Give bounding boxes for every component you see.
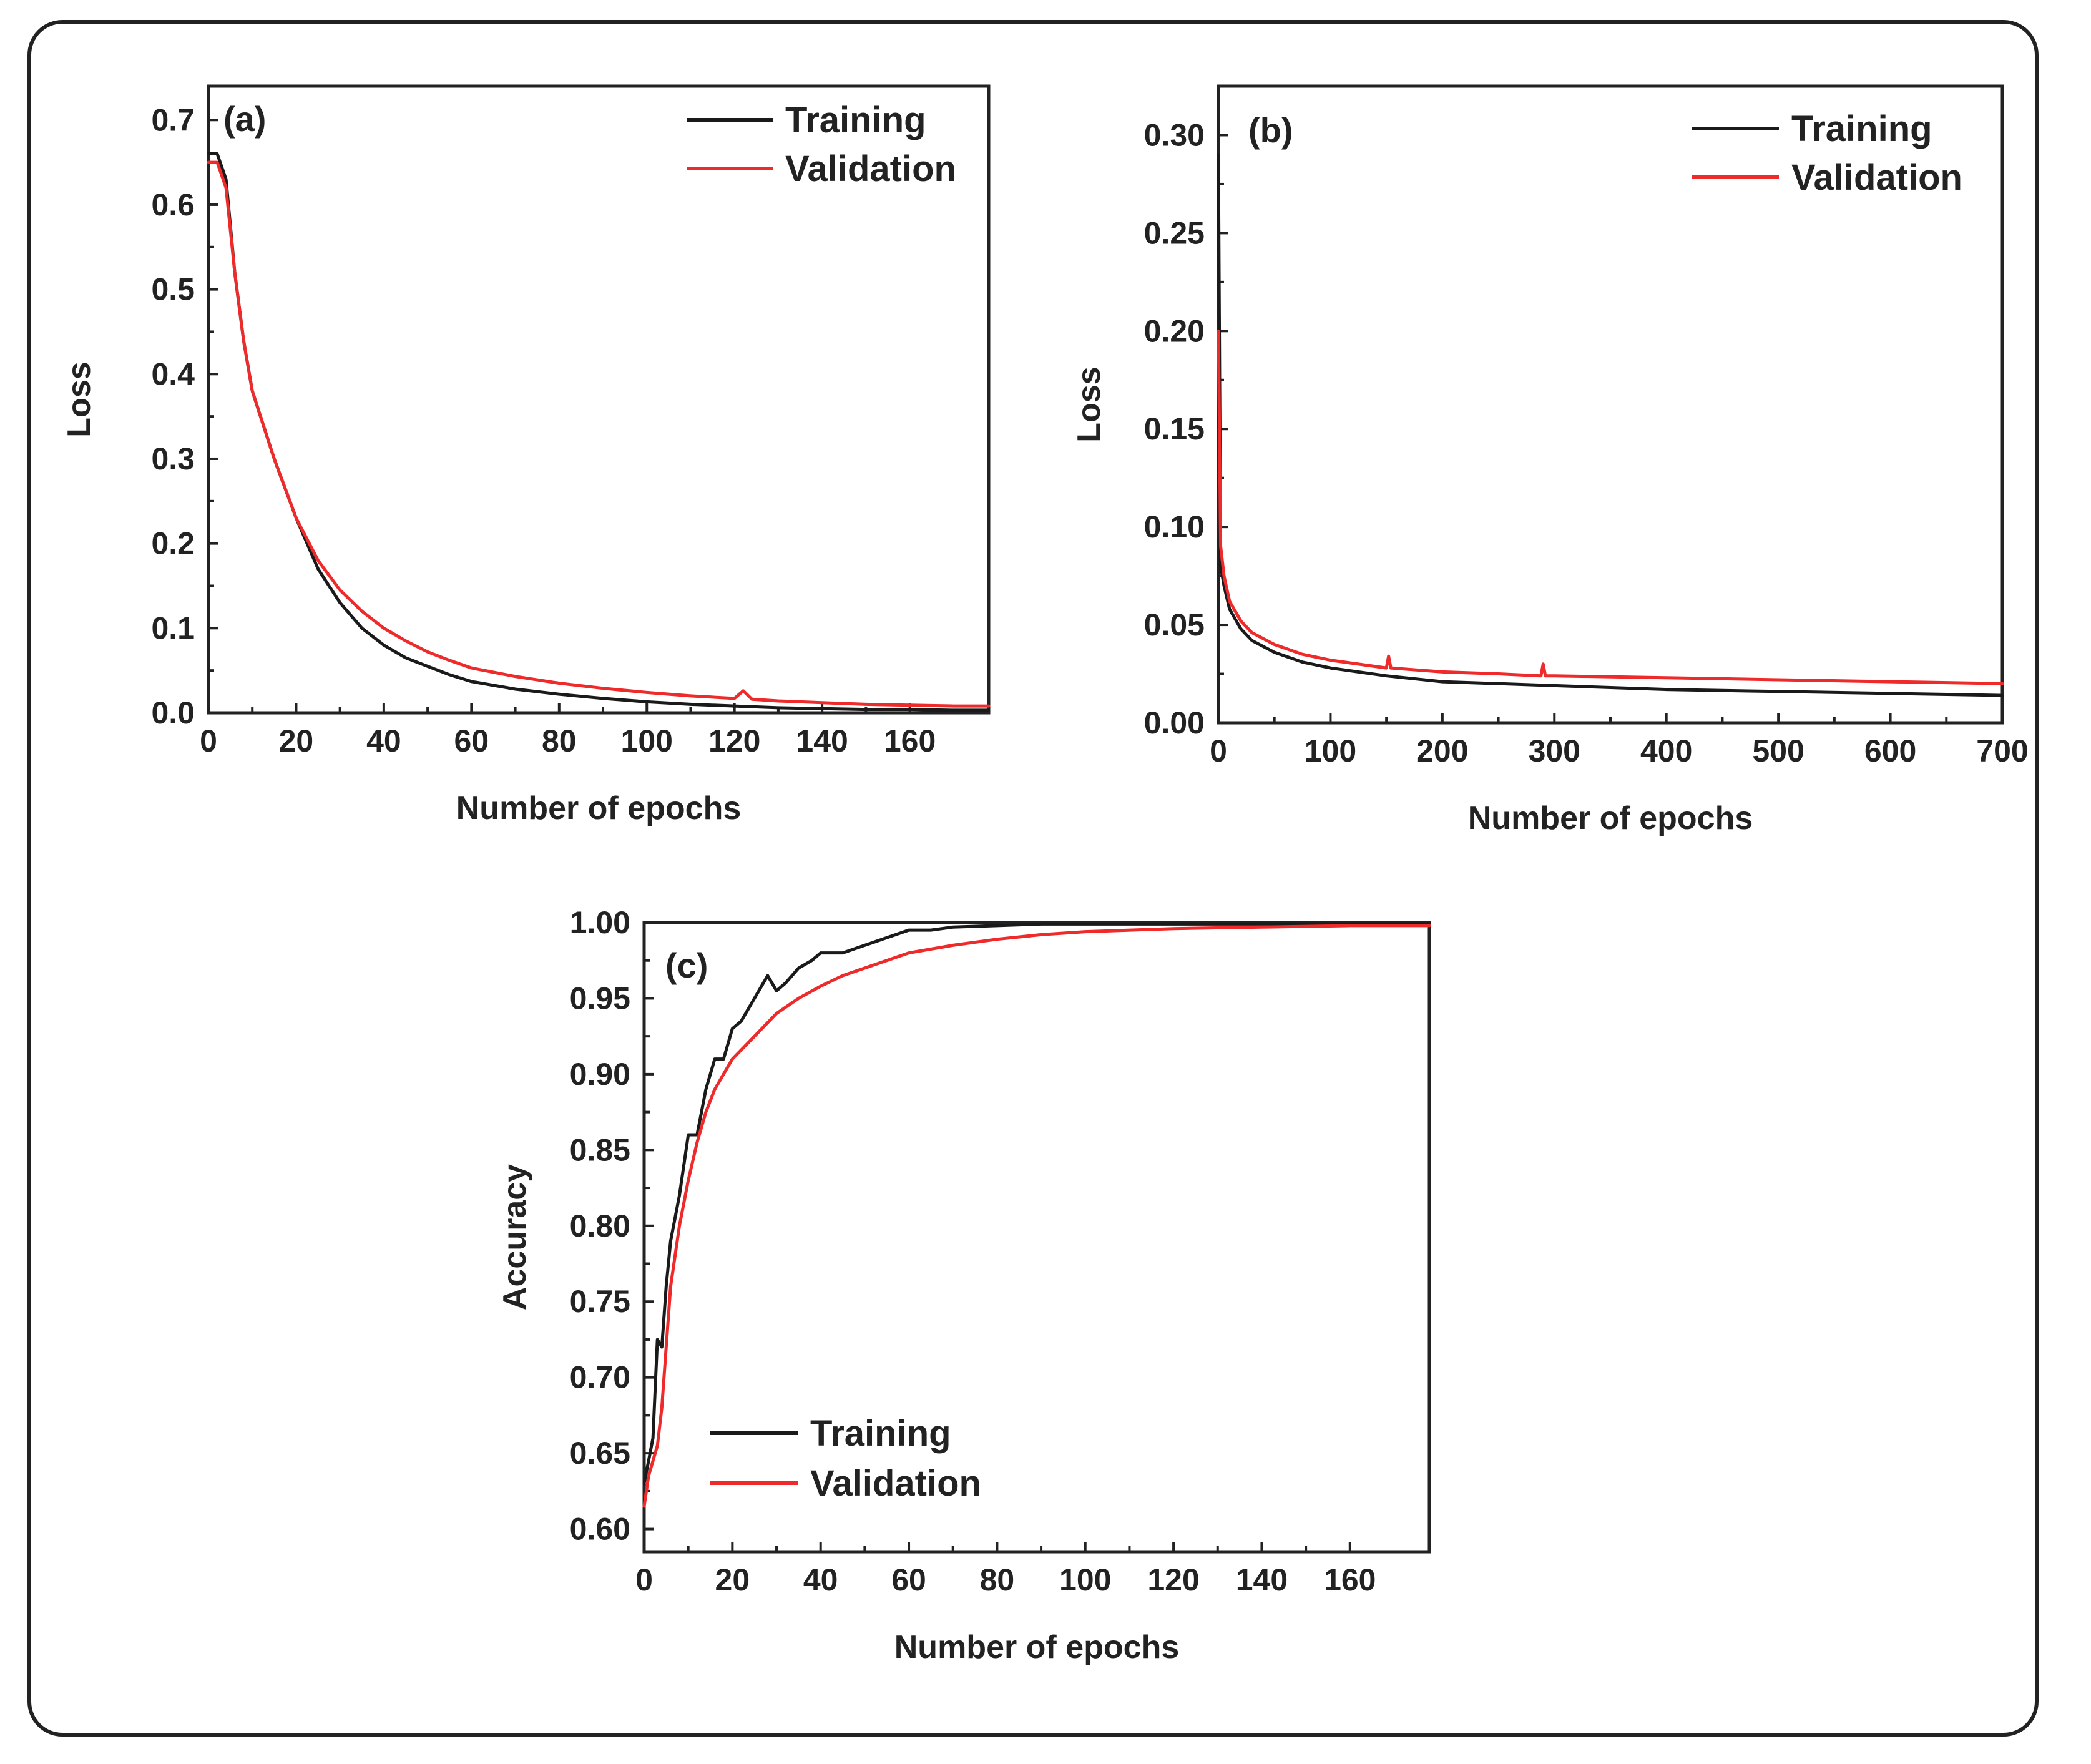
legend-label-validation: Validation (785, 149, 956, 189)
y-tick-label: 0.85 (570, 1132, 630, 1167)
y-tick-label: 0.5 (151, 272, 195, 307)
x-tick-label: 140 (796, 723, 848, 758)
legend-label-training: Training (1791, 109, 1932, 149)
x-tick-label: 600 (1864, 733, 1916, 768)
x-tick-label: 0 (200, 723, 217, 758)
y-axis-title: Accuracy (497, 1164, 533, 1310)
x-tick-label: 100 (621, 723, 673, 758)
series-line-training (642, 922, 1431, 1486)
x-tick-label: 0 (1210, 733, 1227, 768)
x-tick-label: 120 (708, 723, 760, 758)
y-tick-label: 0.25 (1144, 215, 1205, 250)
y-tick-label: 1.00 (570, 905, 630, 940)
panel-label: (c) (665, 946, 708, 985)
x-tick-label: 80 (980, 1562, 1015, 1597)
panel-c: 0 20 40 60 80 100 120 140 160 0.60 0.65 0.70 0.75 0.8… (497, 905, 1431, 1665)
x-tick-label: 0 (635, 1562, 653, 1597)
x-tick-label: 60 (891, 1562, 926, 1597)
y-tick-label: 0.2 (151, 526, 195, 561)
y-tick-label: 0.95 (570, 981, 630, 1016)
y-tick-label: 0.00 (1144, 705, 1205, 740)
y-axis-title: Loss (1071, 366, 1107, 442)
series-line-training (207, 152, 991, 712)
x-axis-title: Number of epochs (456, 790, 742, 826)
legend-label-training: Training (785, 100, 926, 140)
x-tick-label: 100 (1305, 733, 1356, 768)
plot-frame (207, 84, 991, 715)
y-tick-label: 0.70 (570, 1360, 630, 1395)
x-tick-label: 160 (884, 723, 936, 758)
x-tick-label: 20 (715, 1562, 750, 1597)
x-tick-label: 60 (454, 723, 489, 758)
x-tick-label: 20 (279, 723, 314, 758)
x-tick-label: 80 (542, 723, 577, 758)
y-axis-title: Loss (61, 361, 97, 437)
x-axis-title: Number of epochs (894, 1629, 1180, 1665)
legend-label-training: Training (810, 1413, 951, 1454)
y-tick-label: 0.0 (151, 695, 195, 730)
y-tick-label: 0.20 (1144, 313, 1205, 348)
y-tick-label: 0.3 (151, 441, 195, 476)
x-tick-label: 200 (1416, 733, 1468, 768)
legend-label-validation: Validation (1791, 157, 1962, 198)
y-tick-label: 0.30 (1144, 117, 1205, 152)
x-tick-label: 500 (1752, 733, 1804, 768)
panel-b: 0 100 200 300 400 500 600 700 0.00 0.05 0.10 0.15 0.… (1071, 84, 2029, 836)
y-tick-label: 0.80 (570, 1208, 630, 1243)
x-tick-label: 40 (366, 723, 401, 758)
x-tick-label: 120 (1147, 1562, 1199, 1597)
figure-frame (27, 20, 2039, 1737)
series-line-validation (207, 160, 991, 708)
series-line-validation (642, 924, 1431, 1508)
y-tick-label: 0.4 (151, 356, 195, 391)
panel-a: 0 20 40 60 80 100 120 140 160 0.0 0.1 0.2 0.3 0.4 0.5 0… (61, 84, 991, 826)
y-tick-label: 0.05 (1144, 607, 1205, 642)
x-tick-label: 400 (1640, 733, 1692, 768)
series-line-validation (1217, 329, 2004, 685)
y-tick-label: 0.75 (570, 1284, 630, 1319)
x-tick-label: 40 (803, 1562, 838, 1597)
y-tick-label: 0.90 (570, 1057, 630, 1092)
x-tick-label: 700 (1976, 733, 2028, 768)
y-tick-label: 0.15 (1144, 411, 1205, 446)
y-tick-label: 0.1 (151, 610, 195, 645)
x-tick-label: 140 (1236, 1562, 1288, 1597)
y-tick-label: 0.6 (151, 187, 195, 222)
y-tick-label: 0.65 (570, 1436, 630, 1471)
panel-label: (b) (1248, 110, 1293, 150)
x-tick-label: 160 (1324, 1562, 1376, 1597)
x-tick-label: 300 (1529, 733, 1580, 768)
y-tick-label: 0.60 (570, 1512, 630, 1547)
y-tick-label: 0.7 (151, 102, 195, 137)
x-tick-label: 100 (1059, 1562, 1111, 1597)
series-line-training (1217, 153, 2004, 697)
legend-label-validation: Validation (810, 1463, 981, 1504)
plot-frame (642, 921, 1431, 1554)
x-axis-title: Number of epochs (1468, 800, 1753, 836)
y-tick-label: 0.10 (1144, 509, 1205, 544)
panel-label: (a) (223, 99, 266, 139)
